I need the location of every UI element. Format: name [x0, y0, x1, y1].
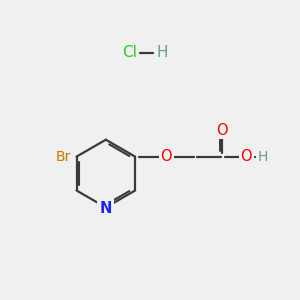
Text: O: O	[216, 123, 228, 138]
Text: O: O	[240, 149, 252, 164]
Text: H: H	[156, 45, 167, 60]
Text: Br: Br	[56, 150, 71, 164]
Text: Cl: Cl	[122, 45, 137, 60]
Text: N: N	[100, 201, 112, 216]
Text: O: O	[160, 149, 172, 164]
Text: H: H	[257, 150, 268, 164]
